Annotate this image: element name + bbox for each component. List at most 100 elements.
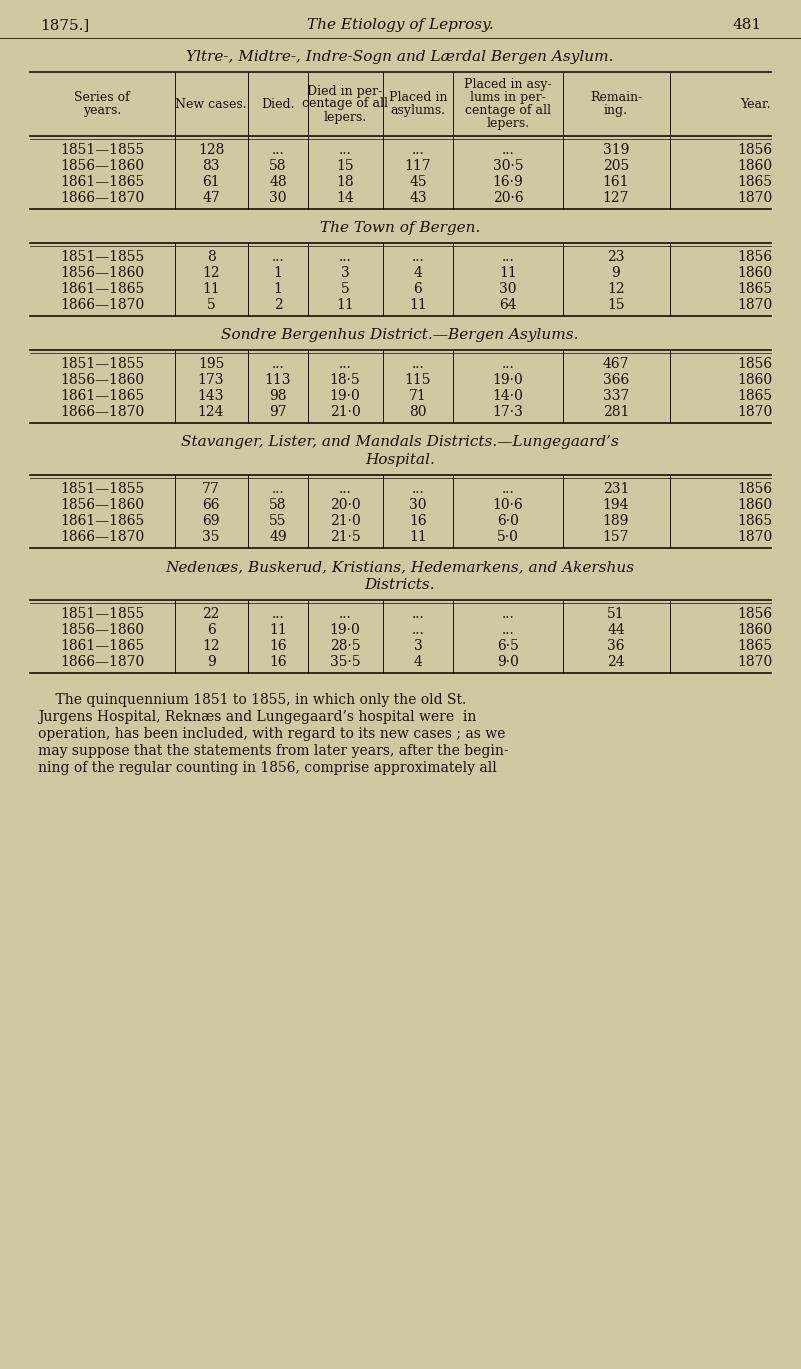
Text: 16·9: 16·9 bbox=[493, 175, 523, 189]
Text: 16: 16 bbox=[269, 639, 287, 653]
Text: 113: 113 bbox=[265, 372, 292, 387]
Text: ...: ... bbox=[501, 606, 514, 622]
Text: 1851—1855: 1851—1855 bbox=[60, 142, 144, 157]
Text: 61: 61 bbox=[202, 175, 219, 189]
Text: 12: 12 bbox=[202, 266, 219, 281]
Text: 30: 30 bbox=[499, 282, 517, 296]
Text: 20·6: 20·6 bbox=[493, 192, 523, 205]
Text: 115: 115 bbox=[405, 372, 431, 387]
Text: 58: 58 bbox=[269, 498, 287, 512]
Text: 366: 366 bbox=[603, 372, 629, 387]
Text: 49: 49 bbox=[269, 530, 287, 543]
Text: 3: 3 bbox=[340, 266, 349, 281]
Text: lums in per-: lums in per- bbox=[470, 90, 545, 104]
Text: 1866—1870: 1866—1870 bbox=[60, 654, 144, 669]
Text: 1856: 1856 bbox=[738, 142, 772, 157]
Text: 43: 43 bbox=[409, 192, 427, 205]
Text: 9: 9 bbox=[612, 266, 621, 281]
Text: 1861—1865: 1861—1865 bbox=[60, 282, 144, 296]
Text: ...: ... bbox=[412, 606, 425, 622]
Text: 128: 128 bbox=[198, 142, 224, 157]
Text: 12: 12 bbox=[202, 639, 219, 653]
Text: 6: 6 bbox=[413, 282, 422, 296]
Text: 1866—1870: 1866—1870 bbox=[60, 298, 144, 312]
Text: Nedenæs, Buskerud, Kristians, Hedemarkens, and Akershus: Nedenæs, Buskerud, Kristians, Hedemarken… bbox=[166, 560, 634, 574]
Text: 6·5: 6·5 bbox=[497, 639, 519, 653]
Text: 35·5: 35·5 bbox=[330, 654, 360, 669]
Text: 8: 8 bbox=[207, 251, 215, 264]
Text: 16: 16 bbox=[269, 654, 287, 669]
Text: 15: 15 bbox=[607, 298, 625, 312]
Text: 481: 481 bbox=[733, 18, 762, 31]
Text: 205: 205 bbox=[603, 159, 629, 172]
Text: may suppose that the statements from later years, after the begin-: may suppose that the statements from lat… bbox=[38, 743, 509, 758]
Text: 1856: 1856 bbox=[738, 251, 772, 264]
Text: 11: 11 bbox=[269, 623, 287, 637]
Text: 23: 23 bbox=[607, 251, 625, 264]
Text: 1856—1860: 1856—1860 bbox=[60, 159, 144, 172]
Text: 21·0: 21·0 bbox=[330, 405, 360, 419]
Text: Placed in: Placed in bbox=[388, 90, 447, 104]
Text: lepers.: lepers. bbox=[324, 111, 367, 123]
Text: 36: 36 bbox=[607, 639, 625, 653]
Text: Died in per-: Died in per- bbox=[308, 85, 383, 97]
Text: 1856: 1856 bbox=[738, 482, 772, 496]
Text: 30: 30 bbox=[269, 192, 287, 205]
Text: 18: 18 bbox=[336, 175, 354, 189]
Text: 281: 281 bbox=[603, 405, 630, 419]
Text: Placed in asy-: Placed in asy- bbox=[465, 78, 552, 90]
Text: 1861—1865: 1861—1865 bbox=[60, 639, 144, 653]
Text: ...: ... bbox=[272, 142, 284, 157]
Text: 18·5: 18·5 bbox=[330, 372, 360, 387]
Text: 10·6: 10·6 bbox=[493, 498, 523, 512]
Text: 6: 6 bbox=[207, 623, 215, 637]
Text: ...: ... bbox=[412, 357, 425, 371]
Text: 11: 11 bbox=[336, 298, 354, 312]
Text: 1856—1860: 1856—1860 bbox=[60, 372, 144, 387]
Text: 21·5: 21·5 bbox=[330, 530, 360, 543]
Text: 15: 15 bbox=[336, 159, 354, 172]
Text: 1865: 1865 bbox=[738, 639, 772, 653]
Text: 5: 5 bbox=[207, 298, 215, 312]
Text: 14·0: 14·0 bbox=[493, 389, 523, 402]
Text: Sondre Bergenhus District.—Bergen Asylums.: Sondre Bergenhus District.—Bergen Asylum… bbox=[221, 329, 579, 342]
Text: Series of: Series of bbox=[74, 90, 130, 104]
Text: 2: 2 bbox=[274, 298, 283, 312]
Text: 22: 22 bbox=[202, 606, 219, 622]
Text: 58: 58 bbox=[269, 159, 287, 172]
Text: 9·0: 9·0 bbox=[497, 654, 519, 669]
Text: ...: ... bbox=[501, 251, 514, 264]
Text: ...: ... bbox=[339, 357, 352, 371]
Text: 47: 47 bbox=[202, 192, 220, 205]
Text: 9: 9 bbox=[207, 654, 215, 669]
Text: 11: 11 bbox=[409, 530, 427, 543]
Text: 1866—1870: 1866—1870 bbox=[60, 405, 144, 419]
Text: 1856—1860: 1856—1860 bbox=[60, 623, 144, 637]
Text: 17·3: 17·3 bbox=[493, 405, 523, 419]
Text: 173: 173 bbox=[198, 372, 224, 387]
Text: 12: 12 bbox=[607, 282, 625, 296]
Text: 80: 80 bbox=[409, 405, 427, 419]
Text: Hospital.: Hospital. bbox=[365, 453, 435, 467]
Text: Year.: Year. bbox=[740, 97, 771, 111]
Text: 16: 16 bbox=[409, 513, 427, 528]
Text: 97: 97 bbox=[269, 405, 287, 419]
Text: 127: 127 bbox=[602, 192, 630, 205]
Text: 4: 4 bbox=[413, 266, 422, 281]
Text: 83: 83 bbox=[202, 159, 219, 172]
Text: ning of the regular counting in 1856, comprise approximately all: ning of the regular counting in 1856, co… bbox=[38, 761, 497, 775]
Text: 1866—1870: 1866—1870 bbox=[60, 530, 144, 543]
Text: The Etiology of Leprosy.: The Etiology of Leprosy. bbox=[307, 18, 493, 31]
Text: ...: ... bbox=[339, 142, 352, 157]
Text: ...: ... bbox=[339, 606, 352, 622]
Text: ...: ... bbox=[272, 606, 284, 622]
Text: ...: ... bbox=[501, 142, 514, 157]
Text: 157: 157 bbox=[602, 530, 630, 543]
Text: 1: 1 bbox=[274, 282, 283, 296]
Text: 1856—1860: 1856—1860 bbox=[60, 498, 144, 512]
Text: ing.: ing. bbox=[604, 104, 628, 116]
Text: 161: 161 bbox=[602, 175, 630, 189]
Text: 467: 467 bbox=[602, 357, 630, 371]
Text: 11: 11 bbox=[202, 282, 220, 296]
Text: The Town of Bergen.: The Town of Bergen. bbox=[320, 220, 480, 235]
